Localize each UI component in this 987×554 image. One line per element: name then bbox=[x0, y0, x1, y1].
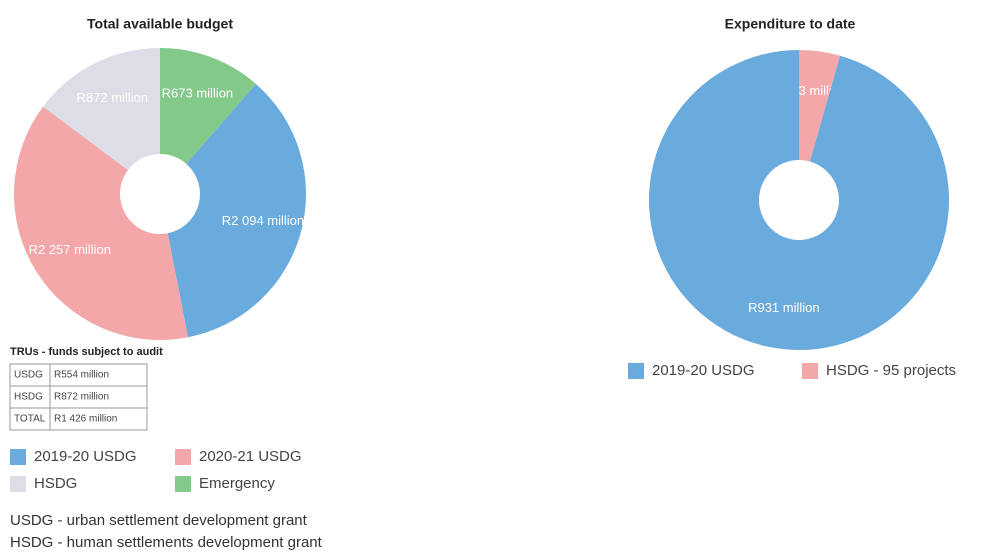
table-cell bbox=[49, 407, 148, 431]
legend-label: Emergency bbox=[199, 475, 275, 492]
legend-label: HSDG bbox=[34, 475, 77, 492]
table-text: HSDG bbox=[14, 392, 43, 403]
table-text: R1 426 million bbox=[54, 414, 117, 425]
chart-title: Total available budget bbox=[87, 16, 233, 32]
slice-label: R2 257 million bbox=[29, 242, 111, 257]
table-text: USDG bbox=[14, 370, 43, 381]
legend-swatch bbox=[10, 449, 26, 465]
slice-label: R2 094 million bbox=[222, 213, 304, 228]
legend-swatch bbox=[175, 449, 191, 465]
table-text: R872 million bbox=[54, 392, 109, 403]
donut-slice bbox=[13, 106, 188, 340]
donut-slice bbox=[167, 83, 306, 338]
donut-slice bbox=[160, 48, 256, 164]
legend-swatch bbox=[10, 476, 26, 492]
table-text: R554 million bbox=[54, 370, 109, 381]
donut-slice bbox=[649, 50, 949, 350]
legend-label: 2019-20 USDG bbox=[652, 362, 755, 379]
note: USDG - urban settlement development gran… bbox=[10, 512, 308, 529]
note: HSDG - human settlements development gra… bbox=[10, 534, 323, 551]
slice-label: R931 million bbox=[748, 300, 820, 315]
table-text: TOTAL bbox=[14, 414, 46, 425]
legend-swatch bbox=[175, 476, 191, 492]
legend-swatch bbox=[802, 363, 818, 379]
slice-label: R673 million bbox=[162, 86, 234, 101]
chart-title: Expenditure to date bbox=[725, 16, 856, 32]
donut-slice bbox=[799, 50, 841, 162]
table-title: TRUs - funds subject to audit bbox=[10, 346, 163, 358]
legend-label: HSDG - 95 projects bbox=[826, 362, 956, 379]
donut-slice bbox=[43, 47, 161, 171]
slice-label: R872 million bbox=[76, 90, 148, 105]
legend-swatch bbox=[628, 363, 644, 379]
legend-label: 2019-20 USDG bbox=[34, 448, 137, 465]
legend-label: 2020-21 USDG bbox=[199, 448, 302, 465]
